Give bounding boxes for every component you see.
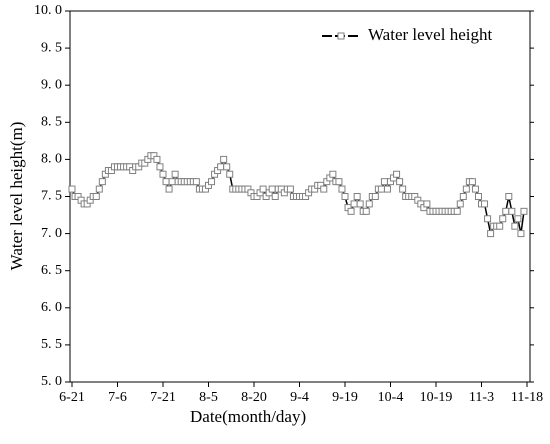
data-point xyxy=(517,230,525,238)
data-point xyxy=(505,193,513,200)
data-point xyxy=(393,170,401,178)
data-point xyxy=(377,185,385,193)
data-point xyxy=(165,185,173,193)
y-tick-label: 8. 5 xyxy=(41,115,62,130)
data-point xyxy=(380,178,388,186)
data-point xyxy=(68,185,76,193)
data-point xyxy=(153,155,161,163)
y-tick-label: 10. 0 xyxy=(34,3,62,18)
data-point xyxy=(162,178,170,186)
data-point xyxy=(92,193,100,200)
x-tick-label: 9-4 xyxy=(290,390,309,405)
y-tick-label: 7. 5 xyxy=(41,189,62,204)
data-point xyxy=(208,178,216,186)
data-point xyxy=(320,185,328,193)
data-point xyxy=(226,170,234,178)
x-tick-label: 10-19 xyxy=(420,390,453,405)
data-point xyxy=(514,215,522,223)
data-point xyxy=(223,163,231,171)
data-point xyxy=(341,193,349,200)
data-point xyxy=(474,193,482,200)
y-axis-label: Water level height(m) xyxy=(7,122,26,271)
data-point xyxy=(95,185,103,193)
x-tick-label: 11-18 xyxy=(511,390,543,405)
data-point xyxy=(487,230,495,238)
data-point xyxy=(471,185,479,193)
data-point xyxy=(371,193,379,200)
data-point xyxy=(468,178,476,186)
data-point xyxy=(268,185,276,193)
data-point xyxy=(502,207,510,215)
data-point xyxy=(423,200,431,208)
data-point xyxy=(396,178,404,186)
x-axis-label: Date(month/day) xyxy=(190,407,306,426)
x-tick-label: 11-3 xyxy=(469,390,494,405)
x-tick-label: 9-19 xyxy=(332,390,358,405)
data-point xyxy=(462,185,470,193)
y-tick-label: 5. 0 xyxy=(41,374,62,389)
data-point xyxy=(365,200,373,208)
data-point xyxy=(335,178,343,186)
data-point xyxy=(484,215,492,223)
x-tick-label: 10-4 xyxy=(378,390,404,405)
data-point xyxy=(347,207,355,215)
legend-label: Water level height xyxy=(368,25,492,44)
data-point xyxy=(362,207,370,215)
y-tick-label: 9. 5 xyxy=(41,40,62,55)
data-point xyxy=(520,207,528,215)
x-tick-label: 8-5 xyxy=(199,390,218,405)
y-tick-label: 8. 0 xyxy=(41,152,62,167)
data-point xyxy=(383,185,391,193)
data-point xyxy=(499,215,507,223)
data-point xyxy=(456,200,464,208)
x-tick-label: 7-21 xyxy=(150,390,176,405)
data-point xyxy=(453,207,461,215)
data-point xyxy=(511,222,519,230)
data-point xyxy=(353,193,361,200)
data-point xyxy=(98,178,106,186)
y-tick-label: 7. 0 xyxy=(41,226,62,241)
data-point xyxy=(156,163,164,171)
x-tick-label: 7-6 xyxy=(108,390,127,405)
y-tick-label: 5. 5 xyxy=(41,337,62,352)
x-tick-label: 6-21 xyxy=(59,390,85,405)
data-point xyxy=(459,193,467,200)
y-tick-label: 6. 0 xyxy=(41,300,62,315)
data-point xyxy=(220,155,228,163)
data-point xyxy=(508,207,516,215)
data-point xyxy=(259,185,267,193)
data-point xyxy=(271,193,279,200)
data-point xyxy=(481,200,489,208)
data-point xyxy=(338,185,346,193)
data-point xyxy=(356,200,364,208)
y-tick-label: 6. 5 xyxy=(41,263,62,278)
data-point xyxy=(350,200,358,208)
data-point xyxy=(329,170,337,178)
data-point xyxy=(217,163,225,171)
data-point xyxy=(399,185,407,193)
data-point xyxy=(171,170,179,178)
data-point xyxy=(168,178,176,186)
legend-marker xyxy=(337,32,345,40)
data-point xyxy=(159,170,167,178)
data-point xyxy=(192,178,200,186)
data-point xyxy=(286,185,294,193)
data-point xyxy=(496,222,504,230)
y-tick-label: 9. 0 xyxy=(41,77,62,92)
x-tick-label: 8-20 xyxy=(241,390,267,405)
